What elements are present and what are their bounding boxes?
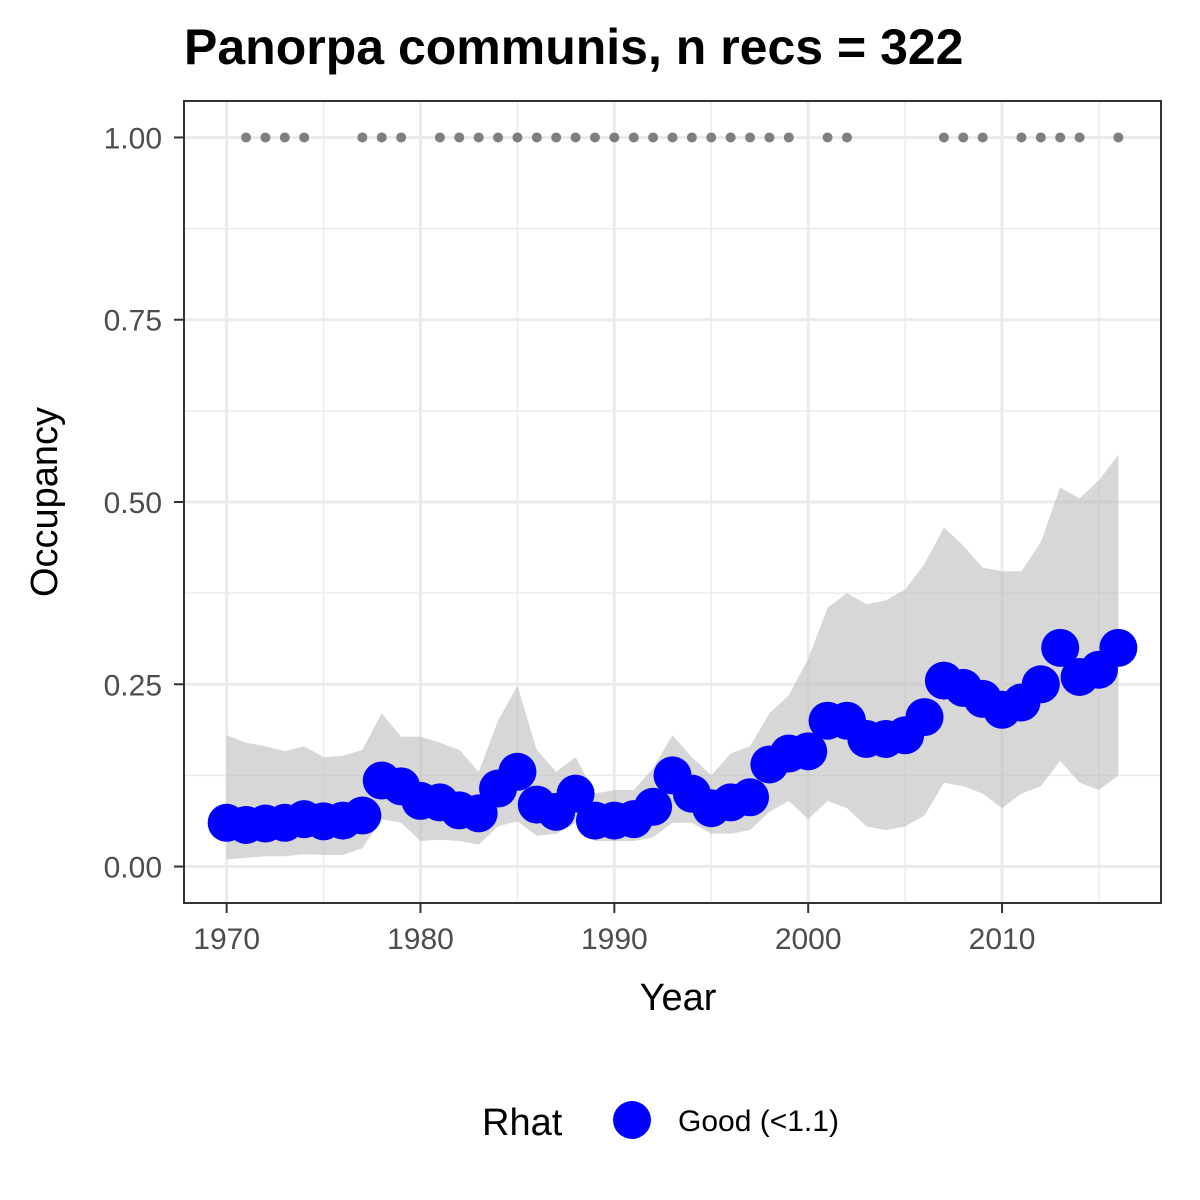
record-point: [493, 132, 504, 143]
occupancy-point: [1099, 628, 1138, 667]
record-point: [1055, 132, 1066, 143]
record-point: [745, 132, 756, 143]
y-axis-title: Occupancy: [24, 407, 66, 597]
record-point: [260, 132, 271, 143]
record-point: [531, 132, 542, 143]
record-point: [822, 132, 833, 143]
records-layer: [241, 132, 1124, 143]
legend: Rhat Good (<1.1): [482, 1101, 839, 1144]
record-point: [434, 132, 445, 143]
occupancy-point: [905, 698, 944, 737]
record-point: [1113, 132, 1124, 143]
record-point: [589, 132, 600, 143]
confidence-ribbon-layer: [226, 454, 1119, 860]
record-point: [279, 132, 290, 143]
x-tick-label: 2000: [775, 923, 842, 956]
occupancy-point: [556, 774, 595, 813]
y-tick-label: 1.00: [104, 122, 162, 155]
record-point: [454, 132, 465, 143]
record-point: [648, 132, 659, 143]
x-axis: 1970 1980 1990 2000 2010: [193, 903, 1035, 956]
chart-title: Panorpa communis, n recs = 322: [184, 19, 964, 75]
record-point: [299, 132, 310, 143]
y-tick-label: 0.25: [104, 669, 162, 702]
record-point: [241, 132, 252, 143]
record-point: [357, 132, 368, 143]
y-tick-label: 0.50: [104, 487, 162, 520]
x-tick-label: 1990: [581, 923, 648, 956]
record-point: [667, 132, 678, 143]
record-point: [1016, 132, 1027, 143]
record-point: [725, 132, 736, 143]
record-point: [938, 132, 949, 143]
x-tick-label: 1970: [193, 923, 260, 956]
record-point: [570, 132, 581, 143]
record-point: [628, 132, 639, 143]
occupancy-point: [789, 732, 828, 771]
record-point: [764, 132, 775, 143]
y-tick-label: 0.75: [104, 305, 162, 338]
record-point: [376, 132, 387, 143]
occupancy-point: [1041, 628, 1080, 667]
record-point: [977, 132, 988, 143]
occupancy-point: [634, 787, 673, 826]
x-tick-label: 2010: [969, 923, 1036, 956]
occupancy-point: [343, 796, 382, 835]
record-point: [958, 132, 969, 143]
record-point: [783, 132, 794, 143]
record-point: [512, 132, 523, 143]
y-axis: 0.00 0.25 0.50 0.75 1.00: [104, 122, 184, 885]
occupancy-point: [498, 752, 537, 791]
x-tick-label: 1980: [387, 923, 454, 956]
occupancy-point: [1021, 665, 1060, 704]
y-tick-label: 0.00: [104, 852, 162, 885]
legend-title: Rhat: [482, 1102, 563, 1144]
legend-key-good: [613, 1101, 651, 1139]
legend-label-good: Good (<1.1): [678, 1105, 839, 1138]
record-point: [551, 132, 562, 143]
record-point: [473, 132, 484, 143]
record-point: [1074, 132, 1085, 143]
record-point: [609, 132, 620, 143]
points-layer: [207, 628, 1138, 844]
record-point: [706, 132, 717, 143]
record-point: [841, 132, 852, 143]
occupancy-point: [731, 778, 770, 817]
x-axis-title: Year: [640, 977, 717, 1019]
record-point: [396, 132, 407, 143]
record-point: [686, 132, 697, 143]
record-point: [1035, 132, 1046, 143]
confidence-ribbon: [226, 454, 1119, 860]
